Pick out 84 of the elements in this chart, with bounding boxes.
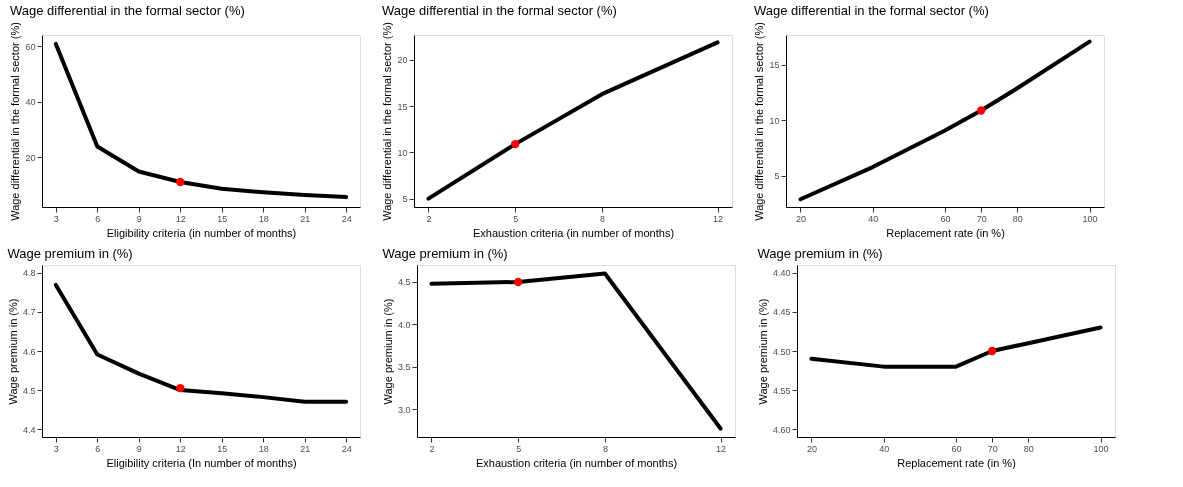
x-tick-label: 60 bbox=[951, 443, 962, 454]
x-tick-label: 60 bbox=[940, 213, 951, 224]
x-tick-label: 70 bbox=[987, 443, 998, 454]
y-tick-label: 40 bbox=[25, 97, 36, 108]
x-tick-label: 3 bbox=[53, 213, 59, 224]
x-tick-label: 9 bbox=[136, 213, 142, 224]
y-tick-label: 4.55 bbox=[772, 385, 791, 396]
y-tick-label: 5 bbox=[774, 171, 780, 182]
x-tick-label: 2 bbox=[426, 213, 432, 224]
y-tick-label: 4.5 bbox=[22, 385, 36, 396]
chart-title: Wage premium in (%) bbox=[7, 246, 133, 261]
x-tick-label: 21 bbox=[300, 443, 311, 454]
line-series bbox=[429, 271, 723, 431]
x-tick-label: 8 bbox=[599, 213, 605, 224]
x-tick-label: 100 bbox=[1082, 213, 1098, 224]
x-tick-label: 20 bbox=[795, 213, 806, 224]
x-tick-label: 15 bbox=[217, 443, 228, 454]
x-tick-label: 100 bbox=[1093, 443, 1109, 454]
x-tick-label: 5 bbox=[513, 213, 519, 224]
y-tick-label: 4.5 bbox=[397, 277, 411, 288]
x-tick-label: 24 bbox=[341, 443, 352, 454]
y-tick-label: 20 bbox=[397, 55, 408, 66]
y-tick-label: 10 bbox=[397, 147, 408, 158]
y-axis-title: Wage differential in the formal sector (%) bbox=[753, 22, 766, 221]
y-tick-label: 10 bbox=[769, 115, 780, 126]
x-axis-title: Exhaustion criteria (in number of months) bbox=[472, 226, 675, 239]
x-tick-label: 9 bbox=[136, 443, 142, 454]
x-tick-label: 6 bbox=[95, 443, 101, 454]
x-tick-label: 12 bbox=[175, 443, 186, 454]
x-axis-title: Replacement rate (in %) bbox=[886, 226, 1005, 239]
chart-title: Wage differential in the formal sector (%) bbox=[753, 2, 989, 18]
chart-title: Wage differential in the formal sector (%) bbox=[9, 2, 245, 18]
x-tick-label: 21 bbox=[300, 213, 311, 224]
chart-title: Wage differential in the formal sector (%) bbox=[381, 2, 617, 18]
chart-title: Wage premium in (%) bbox=[382, 246, 508, 261]
x-tick-label: 12 bbox=[713, 213, 724, 224]
y-tick-label: 4.0 bbox=[397, 319, 411, 330]
x-tick-label: 20 bbox=[806, 443, 817, 454]
x-tick-label: 8 bbox=[602, 443, 608, 454]
line-series bbox=[53, 41, 349, 200]
x-tick-label: 40 bbox=[868, 213, 879, 224]
x-tick-label: 70 bbox=[976, 213, 987, 224]
line-series bbox=[426, 40, 720, 201]
x-tick-label: 12 bbox=[175, 213, 186, 224]
chart-title: Wage premium in (%) bbox=[757, 246, 883, 261]
x-axis-title: Exhaustion criteria (in number of months) bbox=[475, 456, 678, 469]
line-series bbox=[809, 325, 1103, 369]
y-tick-label: 4.8 bbox=[22, 268, 36, 279]
x-tick-label: 80 bbox=[1023, 443, 1034, 454]
x-tick-label: 6 bbox=[95, 213, 101, 224]
y-tick-label: 4.6 bbox=[22, 346, 36, 357]
y-tick-label: 20 bbox=[25, 152, 36, 163]
x-axis-title: Replacement rate (in %) bbox=[897, 456, 1016, 469]
line-series bbox=[53, 282, 349, 404]
y-tick-label: 4.7 bbox=[22, 307, 36, 318]
x-axis-title: Eligibility criteria (in number of months) bbox=[106, 226, 297, 239]
y-tick-label: 15 bbox=[397, 101, 408, 112]
y-tick-label: 5 bbox=[402, 194, 408, 205]
x-tick-label: 80 bbox=[1012, 213, 1023, 224]
y-tick-label: 4.45 bbox=[772, 307, 791, 318]
y-axis-title: Wage premium in (%) bbox=[6, 298, 19, 405]
y-tick-label: 4.40 bbox=[772, 268, 791, 279]
y-tick-label: 4.60 bbox=[772, 424, 791, 435]
y-tick-label: 15 bbox=[769, 60, 780, 71]
x-tick-label: 40 bbox=[879, 443, 890, 454]
x-tick-label: 2 bbox=[429, 443, 435, 454]
y-tick-label: 3.5 bbox=[397, 362, 411, 373]
x-axis-title: Eligibility criteria (In number of months) bbox=[106, 456, 297, 469]
x-tick-label: 12 bbox=[716, 443, 727, 454]
y-tick-label: 3.0 bbox=[397, 404, 411, 415]
x-tick-label: 18 bbox=[258, 213, 269, 224]
y-axis-title: Wage premium in (%) bbox=[381, 298, 394, 405]
y-axis-title: Wage differential in the formal sector (%) bbox=[381, 22, 394, 221]
y-axis-title: Wage differential in the formal sector (%) bbox=[9, 22, 22, 221]
x-tick-label: 5 bbox=[516, 443, 522, 454]
y-tick-label: 4.50 bbox=[772, 346, 791, 357]
y-axis-title: Wage premium in (%) bbox=[756, 298, 769, 405]
line-series bbox=[798, 39, 1092, 202]
y-tick-label: 4.4 bbox=[22, 424, 36, 435]
x-tick-label: 3 bbox=[53, 443, 59, 454]
y-tick-label: 60 bbox=[25, 41, 36, 52]
x-tick-label: 15 bbox=[217, 213, 228, 224]
x-tick-label: 24 bbox=[341, 213, 352, 224]
x-tick-label: 18 bbox=[258, 443, 269, 454]
